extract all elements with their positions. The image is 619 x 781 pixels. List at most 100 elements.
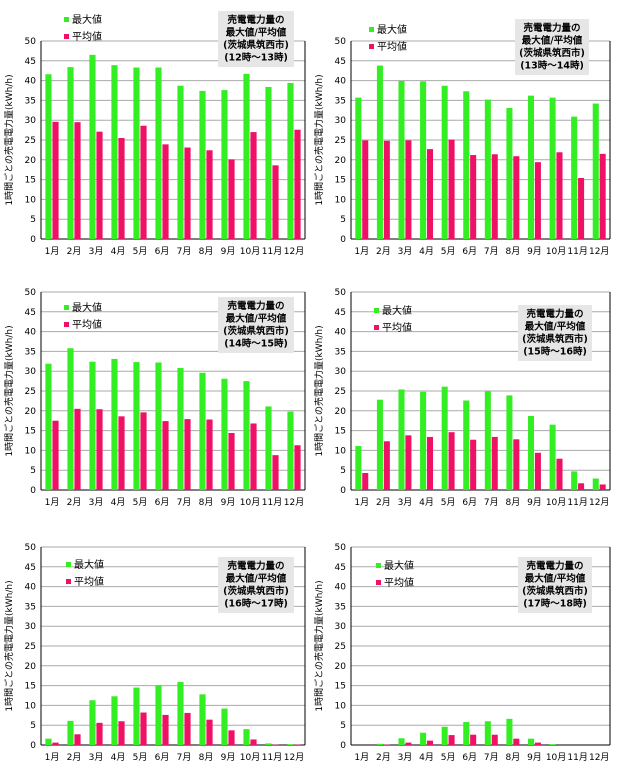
y-tick-label: 10 bbox=[25, 195, 37, 205]
y-tick-label: 25 bbox=[335, 136, 346, 146]
x-tick-label: 1月 bbox=[354, 246, 369, 257]
bar-avg-3 bbox=[96, 409, 103, 490]
y-tick-label: 30 bbox=[335, 367, 347, 377]
x-tick-label: 10月 bbox=[240, 752, 260, 763]
bar-max-1 bbox=[355, 97, 362, 240]
y-tick-label: 25 bbox=[25, 136, 36, 146]
chart-c17: 0 5 10 15 20 25 30 35 40 45 50 1月 2月 3月 4月 5月 6月 7月 8月 9月 10… bbox=[313, 543, 611, 763]
bar-max-4 bbox=[111, 696, 118, 745]
bar-avg-10 bbox=[556, 458, 563, 490]
bar-avg-4 bbox=[118, 416, 125, 490]
bar-max-4 bbox=[111, 358, 118, 490]
bar-avg-12 bbox=[294, 129, 301, 239]
x-tick-label: 11月 bbox=[262, 246, 282, 257]
bar-max-9 bbox=[527, 95, 535, 239]
legend-label-avg: 平均値 bbox=[74, 575, 104, 588]
bar-max-11 bbox=[265, 743, 272, 745]
legend-label-max: 最大値 bbox=[384, 559, 414, 572]
y-tick-label: 40 bbox=[335, 583, 347, 593]
y-tick-label: 10 bbox=[335, 701, 347, 711]
note-line-3: (茨城県筑西市) bbox=[522, 333, 588, 345]
x-tick-label: 3月 bbox=[398, 246, 413, 257]
bar-avg-6 bbox=[470, 734, 477, 745]
y-tick-label: 40 bbox=[335, 77, 347, 87]
x-tick-label: 2月 bbox=[376, 497, 391, 508]
x-tick-label: 5月 bbox=[441, 497, 456, 508]
bar-max-3 bbox=[89, 54, 96, 239]
y-axis-label: 1時間ごとの売電電力量(kWh/h) bbox=[313, 580, 325, 711]
legend-swatch-avg bbox=[369, 44, 374, 49]
bar-avg-7 bbox=[184, 419, 191, 490]
bar-max-9 bbox=[527, 415, 535, 490]
y-tick-label: 50 bbox=[335, 543, 347, 553]
bar-max-3 bbox=[398, 738, 405, 745]
bar-avg-11 bbox=[272, 455, 279, 490]
x-tick-label: 8月 bbox=[506, 497, 521, 508]
bar-max-2 bbox=[376, 399, 383, 490]
bar-max-7 bbox=[177, 85, 184, 239]
y-axis-label: 1時間ごとの売電電力量(kWh/h) bbox=[3, 580, 15, 711]
bar-avg-2 bbox=[74, 408, 81, 490]
y-tick-label: 5 bbox=[30, 215, 36, 225]
x-tick-label: 6月 bbox=[155, 246, 170, 257]
bar-avg-8 bbox=[206, 150, 213, 239]
bar-avg-9 bbox=[534, 162, 541, 239]
note-line-1: 売電電力量の bbox=[526, 308, 583, 320]
bar-max-8 bbox=[506, 395, 513, 490]
x-tick-label: 5月 bbox=[133, 497, 148, 508]
y-tick-label: 10 bbox=[335, 195, 347, 205]
bar-avg-5 bbox=[448, 735, 455, 745]
x-tick-label: 12月 bbox=[284, 246, 304, 257]
bar-avg-11 bbox=[272, 165, 279, 239]
y-tick-label: 5 bbox=[340, 215, 346, 225]
bar-max-7 bbox=[177, 682, 184, 745]
y-tick-label: 30 bbox=[335, 622, 347, 632]
y-tick-label: 40 bbox=[335, 328, 347, 338]
x-tick-label: 3月 bbox=[398, 497, 413, 508]
x-tick-label: 6月 bbox=[462, 246, 477, 257]
note-line-1: 売電電力量の bbox=[526, 560, 583, 572]
bar-avg-9 bbox=[534, 742, 541, 745]
bar-avg-4 bbox=[426, 740, 434, 745]
bar-avg-10 bbox=[250, 132, 257, 239]
legend-label-avg: 平均値 bbox=[72, 318, 102, 331]
y-tick-label: 10 bbox=[25, 701, 37, 711]
chart-c13: 0 5 10 15 20 25 30 35 40 45 50 1月 2月 3月 4月 5月 6月 7月 8月 9月 10… bbox=[313, 19, 611, 257]
bar-max-10 bbox=[549, 97, 556, 240]
bar-avg-7 bbox=[491, 436, 498, 490]
y-tick-label: 15 bbox=[25, 682, 36, 692]
bar-avg-6 bbox=[470, 155, 477, 239]
note-line-4: (16時〜17時) bbox=[224, 598, 288, 610]
bar-max-3 bbox=[398, 389, 405, 490]
bar-avg-5 bbox=[448, 139, 455, 239]
x-tick-label: 4月 bbox=[419, 246, 434, 257]
x-tick-label: 3月 bbox=[89, 246, 104, 257]
y-tick-label: 15 bbox=[335, 427, 346, 437]
y-tick-label: 30 bbox=[25, 116, 37, 126]
bar-max-2 bbox=[67, 720, 74, 745]
chart-c12: 0 5 10 15 20 25 30 35 40 45 50 1月 2月 3月 4月 5月 6月 7月 8月 9月 10… bbox=[3, 11, 306, 257]
bar-max-9 bbox=[221, 708, 228, 745]
x-tick-label: 9月 bbox=[221, 752, 236, 763]
y-axis-label: 1時間ごとの売電電力量(kWh/h) bbox=[3, 325, 15, 456]
note-box bbox=[515, 19, 589, 75]
bar-avg-3 bbox=[405, 742, 412, 745]
bar-max-5 bbox=[441, 85, 448, 239]
bar-avg-5 bbox=[140, 412, 147, 490]
y-tick-label: 45 bbox=[25, 563, 36, 573]
bar-max-3 bbox=[89, 361, 96, 490]
note-box bbox=[218, 557, 294, 613]
y-tick-label: 20 bbox=[335, 407, 347, 417]
x-tick-label: 8月 bbox=[199, 246, 214, 257]
bar-avg-11 bbox=[578, 178, 585, 239]
x-tick-label: 7月 bbox=[484, 497, 499, 508]
y-tick-label: 25 bbox=[25, 642, 36, 652]
x-tick-label: 5月 bbox=[441, 246, 456, 257]
y-tick-label: 10 bbox=[25, 446, 37, 456]
bar-avg-9 bbox=[534, 452, 541, 490]
x-tick-label: 3月 bbox=[89, 752, 104, 763]
bar-max-12 bbox=[592, 478, 599, 490]
x-tick-label: 1月 bbox=[45, 752, 60, 763]
